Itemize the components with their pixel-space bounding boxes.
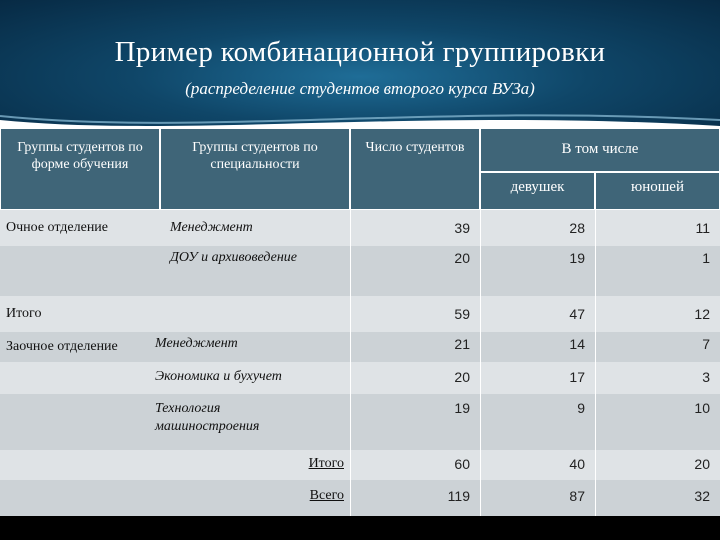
header-count: Число студентов: [350, 128, 480, 210]
column-divider: [350, 210, 351, 516]
girls-value: 47: [569, 306, 585, 322]
slide-subtitle: (распределение студентов второго курса В…: [185, 79, 535, 98]
count-value: 39: [454, 220, 470, 236]
boys-value: 12: [694, 306, 710, 322]
girls-value: 40: [569, 456, 585, 472]
count-value: 19: [454, 400, 470, 416]
grand-total-label: Всего: [309, 488, 344, 503]
grouping-table: Группы студентов по форме обучения Групп…: [0, 128, 720, 516]
specialty-label: Менеджмент: [155, 336, 238, 351]
girls-value: 19: [569, 250, 585, 266]
footer-bar: [0, 516, 720, 540]
specialty-label: Технология машиностроения: [155, 401, 260, 434]
row-bg: [0, 480, 720, 516]
day-department-label: Очное отделение: [6, 220, 109, 235]
header-specialty: Группы студентов по специальности: [160, 128, 350, 210]
column-divider: [480, 210, 481, 516]
girls-value: 14: [569, 336, 585, 352]
correspondence-department-label: Заочное отделение: [6, 339, 118, 354]
header-girls: девушек: [480, 172, 595, 210]
count-value: 60: [454, 456, 470, 472]
boys-value: 32: [694, 488, 710, 504]
count-value: 59: [454, 306, 470, 322]
boys-value: 10: [694, 400, 710, 416]
specialty-label: ДОУ и архивоведение: [170, 250, 298, 265]
row-bg: [0, 210, 720, 246]
count-value: 119: [447, 488, 470, 504]
girls-value: 17: [569, 369, 585, 385]
row-bg: [0, 450, 720, 480]
boys-value: 3: [702, 369, 710, 385]
row-bg: [0, 296, 720, 332]
boys-value: 1: [702, 250, 710, 266]
boys-value: 20: [694, 456, 710, 472]
day-total-label: Итого: [6, 306, 42, 321]
specialty-label: Экономика и бухучет: [155, 369, 282, 384]
row-bg: [0, 246, 720, 296]
row-bg: [0, 332, 720, 362]
count-value: 20: [454, 369, 470, 385]
header-form: Группы студентов по форме обучения: [0, 128, 160, 210]
boys-value: 11: [695, 220, 710, 236]
boys-value: 7: [702, 336, 710, 352]
header-including: В том числе: [480, 128, 720, 172]
row-bg: [0, 362, 720, 394]
girls-value: 9: [577, 400, 585, 416]
count-value: 20: [454, 250, 470, 266]
row-bg: [0, 394, 720, 450]
count-value: 21: [454, 336, 470, 352]
girls-value: 87: [569, 488, 585, 504]
correspondence-total-label: Итого: [308, 456, 344, 471]
slide-header: Пример комбинационной группировки (распр…: [0, 0, 720, 128]
header-boys: юношей: [595, 172, 720, 210]
specialty-label: Менеджмент: [170, 220, 253, 235]
slide-title: Пример комбинационной группировки: [114, 36, 606, 68]
girls-value: 28: [569, 220, 585, 236]
column-divider: [595, 210, 596, 516]
